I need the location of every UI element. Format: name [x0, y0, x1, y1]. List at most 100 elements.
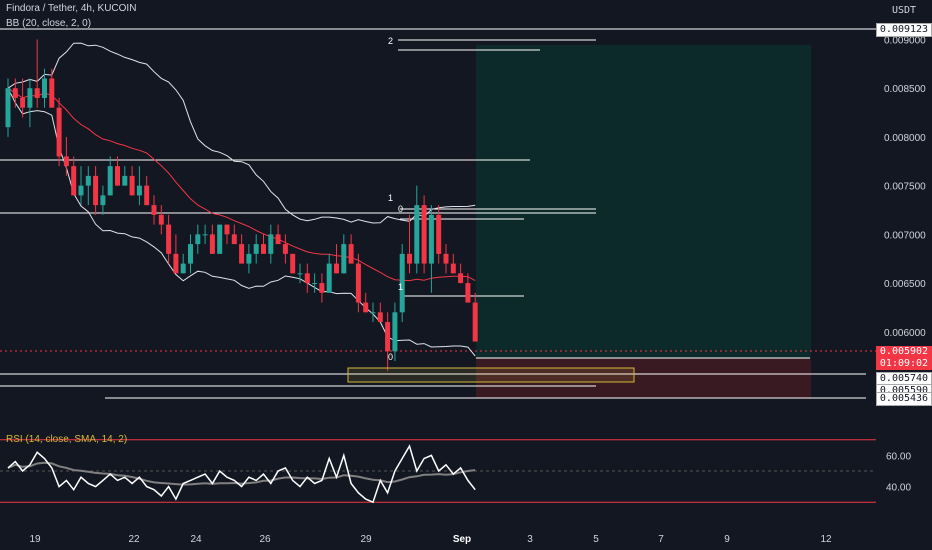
candle-body	[20, 97, 26, 108]
candle-body	[341, 244, 347, 274]
date-tick: 7	[658, 534, 664, 545]
fib-level-label: 1	[388, 193, 393, 203]
price-axis[interactable]: 0.009000 0.008500 0.008000 0.007500 0.007000…	[884, 35, 926, 338]
date-tick: Sep	[453, 534, 471, 545]
candle-body	[246, 253, 252, 264]
candle-body	[188, 244, 193, 264]
stop-zone	[476, 358, 811, 398]
candle-body	[224, 224, 230, 235]
candle-body	[173, 253, 179, 274]
horizontal-lines	[0, 28, 932, 399]
fib-level-label: 0	[388, 352, 393, 362]
candle-body	[231, 234, 237, 245]
date-tick: 29	[360, 534, 372, 545]
candle-body	[93, 175, 99, 206]
candle-body	[312, 283, 318, 285]
fib-level-label: 1	[398, 282, 403, 292]
candle-body	[253, 244, 259, 254]
price-tick: 0.008000	[884, 133, 926, 144]
candle-body	[42, 78, 47, 98]
candle-body	[63, 156, 69, 167]
rsi-legend[interactable]: RSI (14, close, SMA, 14, 2)	[6, 434, 128, 445]
candle-body	[107, 166, 113, 196]
candle-body	[239, 244, 245, 264]
candle-body	[436, 214, 442, 254]
candle-body	[34, 88, 40, 98]
candle-body	[428, 214, 434, 264]
rsi-line	[7, 444, 476, 504]
price-tick: 0.006500	[884, 279, 926, 290]
candle-body	[282, 244, 288, 254]
bb-legend[interactable]: BB (20, close, 2, 0)	[6, 18, 92, 29]
rsi-tick: 60.00	[886, 451, 911, 462]
candle-body	[5, 88, 11, 128]
candle-body	[363, 302, 369, 313]
candle-body	[355, 263, 361, 303]
candle-body	[217, 224, 223, 254]
candle-body	[326, 263, 332, 293]
price-tick: 0.009000	[884, 35, 926, 46]
candle-body	[472, 302, 478, 342]
date-tick: 5	[593, 534, 599, 545]
candle-body	[268, 234, 274, 254]
candle-body	[275, 234, 281, 245]
rsi-pane	[0, 439, 876, 504]
price-tick: 0.008500	[884, 84, 926, 95]
candle-body	[136, 185, 142, 196]
candle-body	[129, 175, 135, 196]
date-tick: 26	[259, 534, 271, 545]
fib-level-label: 0	[398, 204, 403, 214]
candle-body	[465, 283, 471, 303]
candle-body	[261, 244, 266, 254]
time-axis[interactable]: 19 22 24 26 29 Sep 3 5 7 9 12	[29, 534, 832, 545]
price-tag-countdown: 01:09:02	[876, 358, 932, 370]
rsi-axis: 60.00 40.00	[886, 451, 911, 493]
date-tick: 12	[820, 534, 832, 545]
candle-body	[115, 166, 120, 186]
candle-body	[297, 273, 303, 275]
candle-body	[85, 175, 91, 186]
chart-title: Findora / Tether, 4h, KUCOIN	[6, 3, 137, 14]
candle-body	[209, 234, 215, 254]
candle-body	[458, 273, 464, 284]
price-tag-top: 0.009123	[876, 23, 932, 37]
candle-body	[443, 253, 449, 264]
candle-body	[334, 263, 339, 274]
candle-body	[180, 263, 186, 274]
rsi-ma-line	[7, 461, 476, 486]
candle-body	[414, 205, 420, 264]
candle-body	[27, 88, 33, 108]
candle-body	[319, 283, 325, 293]
date-tick: 3	[527, 534, 533, 545]
candle-body	[78, 185, 84, 196]
candle-body	[348, 244, 354, 264]
price-tag-current: 0.005902	[876, 346, 932, 358]
candle-body	[122, 175, 128, 186]
candle-body	[377, 312, 383, 323]
price-tick: 0.006000	[884, 328, 926, 339]
candle-body	[407, 253, 412, 264]
candle-body	[56, 107, 62, 157]
candle-body	[12, 88, 18, 98]
candle-body	[71, 166, 77, 196]
rsi-tick: 40.00	[886, 483, 911, 494]
candle-body	[166, 224, 172, 254]
candle-body	[202, 234, 208, 236]
price-unit: USDT	[891, 5, 917, 16]
candle-body	[421, 205, 427, 264]
candle-body	[399, 253, 405, 313]
price-tick: 0.007000	[884, 230, 926, 241]
date-tick: 22	[128, 534, 140, 545]
candle-body	[100, 195, 106, 206]
bb-basis	[7, 87, 476, 282]
candle-body	[49, 78, 55, 108]
candle-body	[304, 273, 310, 284]
target-zone	[476, 45, 811, 358]
candle-body	[385, 322, 391, 352]
candles	[5, 39, 478, 371]
fib-level-label: 2	[388, 36, 393, 46]
candle-body	[290, 253, 296, 274]
candle-body	[158, 214, 164, 225]
